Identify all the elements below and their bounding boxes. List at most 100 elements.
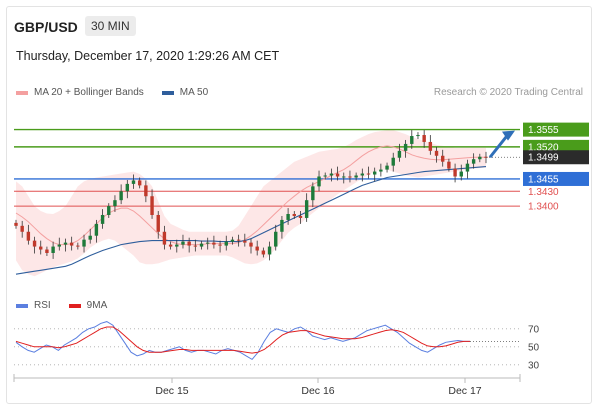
- candle-body: [57, 244, 61, 247]
- x-tick-label-dec-17: Dec 17: [448, 385, 481, 397]
- rsi-legend: RSI 9MA: [16, 300, 107, 311]
- price-tag-1.3400: 1.3400: [528, 202, 559, 213]
- candle-body: [144, 185, 148, 197]
- price-tag-1.3430: 1.3430: [528, 187, 559, 198]
- candle-body: [193, 245, 198, 247]
- candle-body: [304, 200, 309, 218]
- candle-body: [447, 161, 451, 169]
- candle-body: [465, 163, 470, 172]
- candle-body: [410, 136, 414, 144]
- candle-body: [397, 150, 402, 158]
- candle-body: [453, 168, 457, 177]
- ma20-line: [15, 145, 486, 246]
- candle-body: [391, 157, 395, 166]
- candle-body: [230, 239, 235, 242]
- price-tag-1.3455: 1.3455: [528, 174, 559, 185]
- candle-body: [156, 214, 160, 232]
- datetime-label: Thursday, December 17, 2020 1:29:26 AM C…: [16, 49, 280, 63]
- candle-body: [45, 249, 49, 253]
- candle-body: [335, 173, 340, 177]
- candle-body: [218, 244, 222, 246]
- candle-body: [317, 176, 321, 187]
- rsi-tick-label-70: 70: [528, 324, 540, 335]
- candle-body: [206, 242, 210, 244]
- candle-body: [441, 155, 445, 162]
- ma20-legend-label: MA 20 + Bollinger Bands: [34, 87, 144, 98]
- research-credit: Research © 2020 Trading Central: [433, 87, 583, 98]
- candle-body: [323, 175, 327, 177]
- candle-body: [51, 246, 55, 253]
- candle-body: [39, 246, 43, 250]
- candle-body: [107, 206, 111, 215]
- candle-body: [181, 241, 185, 245]
- candle-body: [329, 173, 334, 176]
- forecast-arrowhead: [502, 130, 515, 141]
- rsi-tick-label-30: 30: [528, 360, 540, 371]
- candle-body: [366, 173, 371, 175]
- candle-body: [119, 191, 123, 201]
- candle-body: [422, 135, 426, 142]
- candle-body: [267, 246, 272, 255]
- rsi-ma-line: [15, 326, 470, 354]
- candle-body: [82, 239, 86, 247]
- candle-body: [131, 180, 136, 184]
- candle-body: [298, 215, 303, 218]
- price-tag-bg: [523, 122, 589, 137]
- forecast-arrow: [488, 133, 510, 159]
- candle-body: [20, 225, 24, 232]
- candle-body: [14, 222, 18, 226]
- candle-body: [113, 200, 117, 207]
- symbol-title: GBP/USD: [14, 19, 78, 35]
- ma50-legend-label: MA 50: [179, 87, 209, 98]
- rsi-legend-label: RSI: [34, 300, 51, 311]
- timeframe-badge[interactable]: 30 MIN: [85, 16, 136, 36]
- candle-body: [459, 171, 463, 177]
- candle-body: [236, 239, 241, 241]
- candle-body: [286, 214, 290, 220]
- rsi-ma-legend-label: 9MA: [86, 300, 108, 311]
- candle-body: [243, 240, 247, 243]
- candle-body: [212, 242, 216, 245]
- x-tick-label-dec-15: Dec 15: [155, 385, 188, 397]
- candle-body: [274, 231, 278, 247]
- candle-body: [187, 241, 191, 246]
- candle-body: [224, 241, 228, 246]
- candle-body: [342, 176, 346, 178]
- candle-body: [379, 169, 383, 172]
- rsi-tick-label-50: 50: [528, 342, 540, 353]
- candle-body: [69, 242, 74, 246]
- candle-body: [385, 165, 389, 170]
- candle-body: [360, 173, 365, 176]
- candle-body: [261, 250, 266, 255]
- candle-body: [100, 214, 105, 224]
- candle-body: [416, 135, 420, 137]
- candle-body: [199, 243, 204, 247]
- rsi-swatch: [16, 303, 28, 308]
- price-tag-bg: [523, 171, 589, 186]
- price-tag-bg: [523, 150, 589, 165]
- main-legend: MA 20 + Bollinger Bands MA 50: [16, 87, 208, 98]
- candle-body: [280, 219, 284, 232]
- rsi-line: [15, 321, 470, 361]
- candle-body: [255, 246, 259, 251]
- candle-body: [168, 244, 173, 247]
- candle-body: [354, 175, 358, 178]
- candle-body: [150, 196, 154, 215]
- candle-body: [162, 231, 167, 245]
- candle-body: [348, 176, 352, 178]
- candle-body: [249, 242, 253, 247]
- price-tag-1.3555: 1.3555: [528, 125, 559, 136]
- price-tag-1.3499: 1.3499: [528, 153, 559, 164]
- ma20-swatch: [16, 90, 28, 95]
- candle-body: [434, 150, 439, 156]
- candle-body: [76, 245, 80, 247]
- candle-body: [372, 171, 377, 175]
- candle-body: [32, 240, 37, 247]
- candle-body: [403, 143, 408, 151]
- candle-body: [471, 159, 476, 164]
- candle-body: [311, 186, 315, 201]
- candle-body: [175, 244, 179, 247]
- candle-body: [428, 141, 433, 151]
- candle-body: [88, 235, 92, 240]
